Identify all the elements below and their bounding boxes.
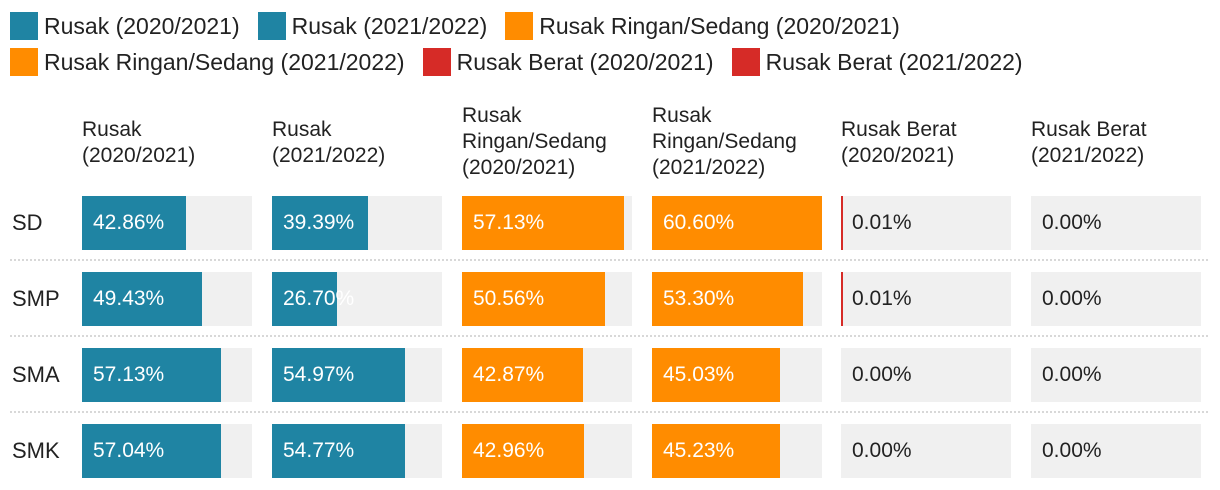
data-label: 0.00% [1042, 287, 1102, 310]
legend-swatch [10, 12, 38, 40]
chart-legend: Rusak (2020/2021) Rusak (2021/2022) Rusak … [10, 8, 1090, 80]
bar [462, 272, 605, 326]
row-label: SMP [12, 286, 60, 311]
legend-swatch [10, 48, 38, 76]
column-header: Rusak Ringan/Sedang (2021/2022) [652, 104, 797, 179]
bar-cell: 53.30% [652, 272, 822, 326]
legend-label: Rusak (2021/2022) [291, 13, 488, 39]
bar-cell: 50.56% [462, 272, 632, 326]
data-label: 0.00% [1042, 363, 1102, 386]
legend-item: Rusak Ringan/Sedang (2021/2022) [10, 44, 405, 80]
bar [462, 348, 583, 402]
bar-cell: 0.00% [841, 424, 1011, 478]
bar-cell: 45.23% [652, 424, 822, 478]
data-label: 42.96% [473, 439, 545, 462]
legend-item: Rusak Berat (2021/2022) [731, 44, 1023, 80]
bar [652, 348, 780, 402]
bar [82, 272, 202, 326]
data-label: 49.43% [93, 287, 165, 310]
data-label: 53.30% [663, 287, 735, 310]
bar-cell: 57.13% [82, 348, 252, 402]
legend-swatch [422, 48, 451, 76]
data-label: 45.03% [663, 363, 735, 386]
bar-cell: 54.77% [272, 424, 442, 478]
data-label: 0.00% [852, 439, 912, 462]
bar-cell: 42.96% [462, 424, 632, 478]
column-header: Rusak Berat (2021/2022) [1031, 118, 1147, 167]
bar-cell: 0.01% [841, 196, 1011, 250]
column-header: Rusak (2021/2022) [272, 118, 386, 167]
bar [82, 348, 221, 402]
bar-cell: 0.01% [841, 272, 1011, 326]
data-label: 54.77% [283, 439, 355, 462]
bar [462, 196, 624, 250]
data-label: 0.01% [852, 287, 912, 310]
legend-item: Rusak (2021/2022) [257, 8, 488, 44]
legend-item: Rusak Berat (2020/2021) [422, 44, 714, 80]
bar [841, 196, 843, 250]
bar-cell: 42.86% [82, 196, 252, 250]
bar-cell: 42.87% [462, 348, 632, 402]
data-label: 57.04% [93, 439, 165, 462]
legend-swatch [505, 12, 534, 40]
row-label: SD [12, 210, 43, 235]
column-header: Rusak Berat (2020/2021) [841, 118, 957, 167]
data-label: 60.60% [663, 211, 735, 234]
column-header: Rusak (2020/2021) [82, 118, 196, 167]
bar [82, 196, 186, 250]
data-label: 45.23% [663, 439, 735, 462]
data-label: 0.00% [1042, 439, 1102, 462]
data-label: 57.13% [473, 211, 545, 234]
bar-cell: 0.00% [1031, 348, 1201, 402]
bar [272, 424, 405, 478]
bar [462, 424, 584, 478]
bar-cell: 0.00% [1031, 424, 1201, 478]
row-divider [10, 335, 1208, 337]
legend-label: Rusak (2020/2021) [44, 13, 240, 39]
data-label: 0.00% [1042, 211, 1102, 234]
bar-cell: 0.00% [1031, 272, 1201, 326]
legend-swatch [731, 48, 760, 76]
legend-label: Rusak Berat (2021/2022) [765, 49, 1023, 75]
bar-cell: 0.00% [841, 348, 1011, 402]
data-label: 0.01% [852, 211, 912, 234]
legend-item: Rusak Ringan/Sedang (2020/2021) [505, 8, 900, 44]
bar-cell: 49.43% [82, 272, 252, 326]
bar [652, 196, 822, 250]
bar-cell: 0.00% [1031, 196, 1201, 250]
data-label: 39.39% [283, 211, 355, 234]
bar-cell: 26.70% [272, 272, 442, 326]
legend-label: Rusak Ringan/Sedang (2020/2021) [539, 13, 900, 39]
bar [652, 424, 780, 478]
row-label: SMA [12, 362, 60, 387]
bar-cell: 45.03% [652, 348, 822, 402]
data-label: 57.13% [93, 363, 165, 386]
bar [841, 272, 843, 326]
bar-cell: 39.39% [272, 196, 442, 250]
bar [272, 272, 337, 326]
data-label: 54.97% [283, 363, 355, 386]
column-header: Rusak Ringan/Sedang (2020/2021) [462, 104, 607, 179]
row-divider [10, 411, 1208, 413]
bar [272, 348, 405, 402]
bar-cell: 54.97% [272, 348, 442, 402]
row-divider [10, 259, 1208, 261]
bar [272, 196, 368, 250]
legend-swatch [257, 12, 286, 40]
data-label: 42.87% [473, 363, 545, 386]
bar-cell: 60.60% [652, 196, 822, 250]
legend-label: Rusak Berat (2020/2021) [456, 49, 714, 75]
data-label: 0.00% [852, 363, 912, 386]
bar-cell: 57.04% [82, 424, 252, 478]
bar [652, 272, 803, 326]
legend-item: Rusak (2020/2021) [10, 8, 240, 44]
bar [82, 424, 221, 478]
data-label: 26.70% [283, 287, 355, 310]
data-label: 50.56% [473, 287, 545, 310]
bar-cell: 57.13% [462, 196, 632, 250]
row-label: SMK [12, 438, 60, 463]
data-label: 42.86% [93, 211, 165, 234]
legend-label: Rusak Ringan/Sedang (2021/2022) [44, 49, 405, 75]
